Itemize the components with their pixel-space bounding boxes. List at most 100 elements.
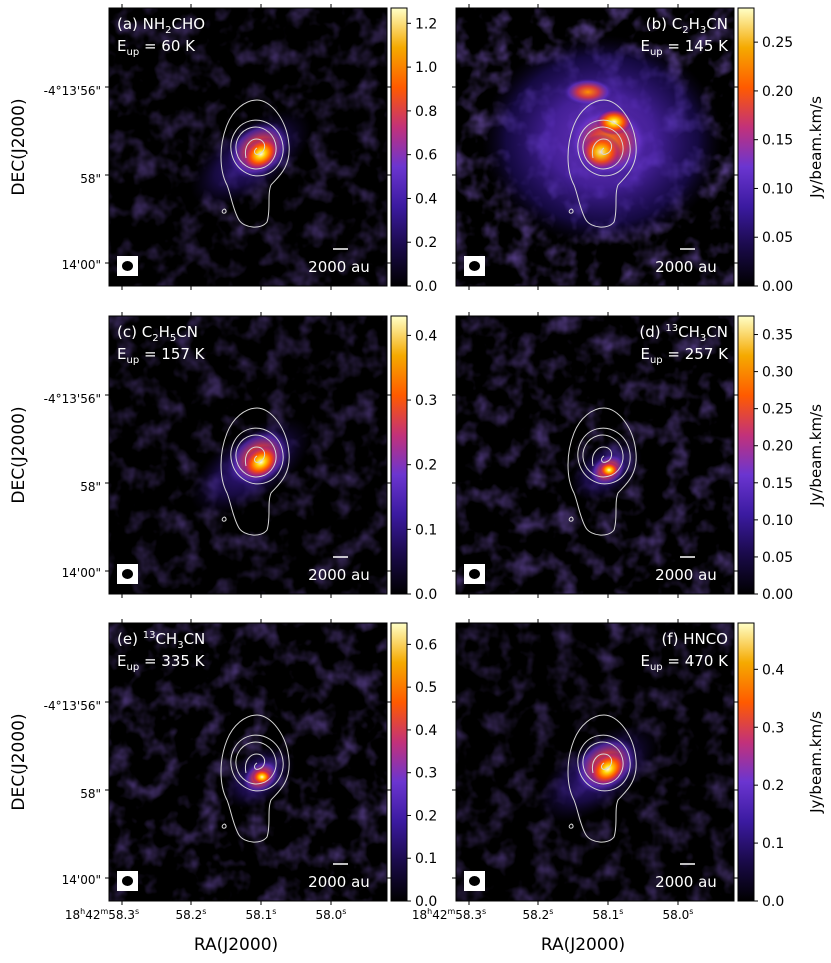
emission-peak (599, 462, 619, 478)
colorbar-tick-label: 0.05 (762, 550, 793, 566)
contour-inner (244, 446, 266, 467)
scale-bar-label: 2000 au (655, 566, 717, 584)
colorbar-tick-label: 0.4 (415, 191, 437, 207)
colorbar-tick-label: 0.2 (762, 778, 784, 794)
colorbar-tick-label: 0.5 (415, 680, 437, 696)
colorbar-tick-label: 0.05 (762, 230, 793, 246)
y-tick-label: -4°13'56" (44, 392, 101, 406)
beam-ellipse (122, 569, 133, 579)
panel-f: 2000 au (f) HNCO Eup = 470 K 0.00.10.20.30.… (412, 619, 825, 955)
scale-bar-label: 2000 au (308, 566, 370, 584)
contours (567, 407, 637, 536)
molecule-label: (c) C2H5CN (117, 323, 198, 344)
contour-outer (567, 714, 637, 843)
colorbar-tick-label: 0.3 (415, 393, 437, 409)
x-tick-label: 58.1s (246, 907, 277, 922)
colorbar-tick-label: 0.1 (415, 522, 437, 538)
colorbar-tick-label: 0.4 (415, 328, 437, 344)
contour-2 (230, 734, 284, 792)
contour-2 (577, 734, 631, 792)
panel-frame (455, 622, 735, 902)
contour-outer (220, 407, 290, 536)
x-tick-label: 58.2s (523, 907, 554, 922)
y-tick-label: -4°13'56" (44, 699, 101, 713)
y-tick-label: 14'00" (62, 873, 101, 887)
colorbar-tick-label: 0.15 (762, 476, 793, 492)
colorbar-tick-label: 0.15 (762, 133, 793, 149)
colorbar-tick-label: 0.1 (415, 851, 437, 867)
y-tick-label: -4°13'56" (44, 84, 101, 98)
eup-label: Eup = 470 K (640, 652, 729, 673)
eup-label: Eup = 157 K (117, 345, 206, 366)
contours (220, 99, 290, 228)
x-tick-label: 58.2s (176, 907, 207, 922)
contour-blob (221, 823, 227, 829)
contour-3 (582, 741, 624, 785)
contour-inner (244, 138, 266, 159)
colorbar-tick-label: 0.30 (762, 365, 793, 381)
scale-bar-label: 2000 au (655, 873, 717, 891)
colorbar-tick-label: 0.35 (762, 328, 793, 344)
axis-ticks (452, 619, 738, 905)
colorbar-tick-label: 0.0 (415, 587, 437, 603)
eup-label: Eup = 257 K (640, 345, 729, 366)
contour-blob (221, 208, 227, 214)
molecule-label: (f) HNCO (661, 630, 728, 648)
contour-outer (567, 407, 637, 536)
emission-peak (252, 769, 272, 785)
contour-2 (230, 427, 284, 485)
colorbar (390, 315, 408, 595)
contour-2 (577, 119, 631, 177)
colorbar-tick-label: 0.4 (762, 662, 784, 678)
contours (567, 99, 637, 228)
colorbar-tick-label: 0.20 (762, 439, 793, 455)
colorbar-tick-label: 0.2 (415, 458, 437, 474)
y-tick-label: 58" (80, 787, 101, 801)
colorbar (737, 622, 755, 902)
emission-peak (589, 752, 627, 786)
contour-3 (235, 434, 277, 478)
colorbar-tick-label: 0.3 (415, 766, 437, 782)
colorbar-tick-label: 0.25 (762, 35, 793, 51)
emission-peak (242, 445, 280, 479)
panel-frame (108, 315, 388, 595)
colorbar-ticks: 0.0 0.1 0.2 0.3 0.4 (754, 662, 784, 910)
colorbar-tick-label: 0.10 (762, 513, 793, 529)
emission-map (109, 623, 387, 901)
contour-3 (582, 434, 624, 478)
eup-label: Eup = 335 K (117, 652, 206, 673)
y-tick-label: 14'00" (62, 258, 101, 272)
eup-label: Eup = 145 K (640, 37, 729, 58)
emission-peak (242, 137, 280, 171)
x-axis-label: RA(J2000) (541, 935, 625, 955)
emission-map (109, 8, 387, 286)
x-tick-label: 18h42m58.3s (412, 907, 486, 922)
y-axis-label: DEC(J2000) (9, 713, 29, 810)
colorbar-tick-label: 0.6 (415, 148, 437, 164)
colorbar-tick-label: 1.2 (415, 16, 437, 32)
colorbar-ticks: 0.00 0.05 0.10 0.15 0.20 0.25 (754, 35, 793, 295)
colorbar (390, 622, 408, 902)
colorbar-tick-label: 0.00 (762, 279, 793, 295)
contour-blob (568, 208, 574, 214)
beam-ellipse (469, 261, 480, 271)
contour-3 (582, 126, 624, 170)
y-tick-label: 58" (80, 480, 101, 494)
eup-label: Eup = 60 K (117, 37, 196, 58)
colorbar-ticks: 0.00 0.05 0.10 0.15 0.20 0.25 0.30 0.35 (754, 328, 793, 603)
colorbar-ticks: 0.0 0.1 0.2 0.3 0.4 (407, 328, 437, 603)
colorbar-tick-label: 0.25 (762, 402, 793, 418)
colorbar (737, 7, 755, 287)
contours (220, 407, 290, 536)
colorbar (737, 315, 755, 595)
colorbar-tick-label: 0.6 (415, 637, 437, 653)
colorbar (390, 7, 408, 287)
contour-3 (235, 126, 277, 170)
scale-bar-label: 2000 au (308, 873, 370, 891)
colorbar-tick-label: 0.8 (415, 104, 437, 120)
